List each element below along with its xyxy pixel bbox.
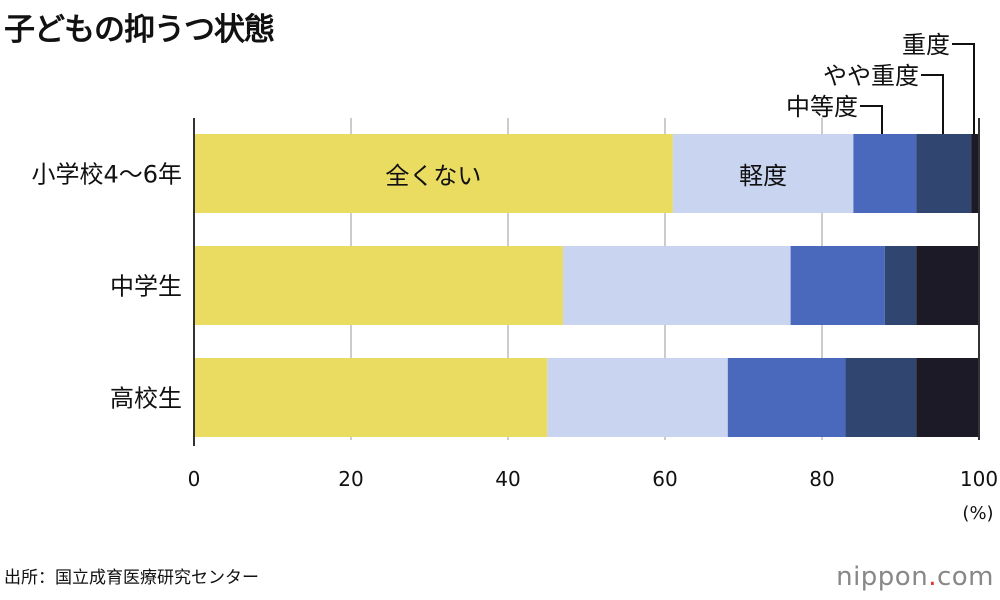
- bar-segment-3: [884, 246, 917, 325]
- category-label: 小学校4〜6年: [31, 161, 182, 189]
- bar-segment-0: [194, 358, 548, 437]
- x-tick-label: 60: [652, 467, 677, 491]
- series-label-mild: 軽度: [739, 162, 787, 190]
- category-label: 中学生: [110, 273, 182, 301]
- callout-line: [860, 105, 883, 134]
- bar-segment-0: [194, 246, 563, 325]
- callout-label: 中等度: [786, 93, 858, 121]
- callout-label: 重度: [902, 31, 950, 59]
- bar-segment-2: [727, 358, 846, 437]
- x-unit-label: (%): [962, 503, 993, 524]
- callout-line: [952, 43, 975, 134]
- x-tick-label: 40: [495, 467, 520, 491]
- callout-line: [921, 74, 944, 134]
- source-note: 出所：国立成育医療研究センター: [4, 568, 259, 588]
- bar-segment-2: [853, 134, 917, 213]
- bar-segment-3: [845, 358, 917, 437]
- bar-segment-4: [971, 134, 979, 213]
- x-tick-label: 100: [960, 467, 998, 491]
- bar-segment-1: [562, 246, 791, 325]
- x-tick-label: 0: [188, 467, 201, 491]
- bar-segment-1: [672, 134, 854, 213]
- nippon-logo: nippon.com: [836, 562, 994, 592]
- bar-segment-4: [916, 246, 979, 325]
- category-label: 高校生: [110, 385, 182, 413]
- x-tick-label: 20: [338, 467, 363, 491]
- bar-segment-0: [194, 134, 673, 213]
- bar-segment-1: [547, 358, 728, 437]
- bar-segment-4: [916, 358, 979, 437]
- bar-segment-2: [790, 246, 885, 325]
- chart-title: 子どもの抑うつ状態: [4, 12, 275, 48]
- x-tick-label: 80: [809, 467, 834, 491]
- bar-segment-3: [916, 134, 972, 213]
- callout-label: やや重度: [823, 62, 919, 90]
- series-label-none: 全くない: [385, 162, 481, 190]
